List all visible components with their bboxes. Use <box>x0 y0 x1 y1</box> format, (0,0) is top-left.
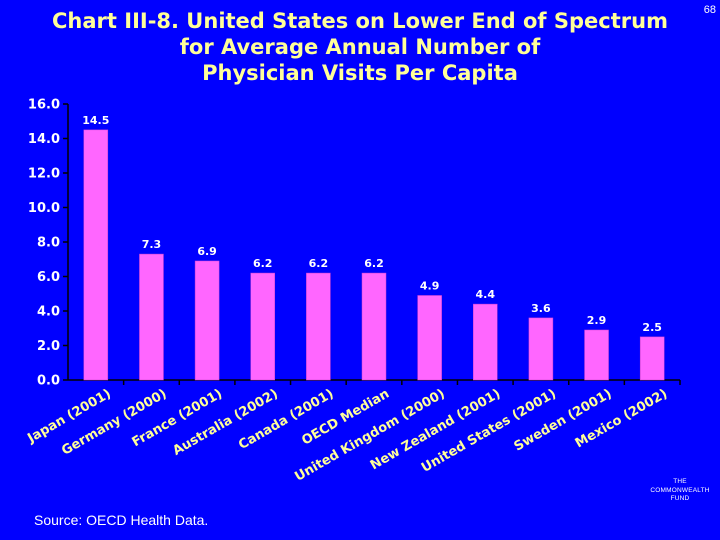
category-label: Canada (2001) <box>236 386 336 452</box>
y-tick-label: 14.0 <box>28 132 60 147</box>
chart-title-line-1: Chart III-8. United States on Lower End … <box>52 9 668 33</box>
y-tick-label: 12.0 <box>28 167 60 182</box>
data-label: 4.9 <box>420 279 440 292</box>
y-tick-label: 16.0 <box>28 98 60 113</box>
bar <box>417 295 442 381</box>
y-tick-label: 0.0 <box>37 374 60 389</box>
y-tick-label: 4.0 <box>37 305 60 320</box>
data-label: 2.5 <box>642 321 662 334</box>
bar <box>528 317 554 381</box>
commonwealth-fund-logo: THE COMMONWEALTH FUND <box>640 478 720 504</box>
y-tick-label: 6.0 <box>37 270 60 285</box>
bar <box>139 253 164 381</box>
category-label: Mexico (2002) <box>573 386 670 451</box>
data-label: 14.5 <box>82 114 109 127</box>
bar <box>250 272 275 381</box>
chart-title: Chart III-8. United States on Lower End … <box>0 8 720 86</box>
data-label: 6.2 <box>309 257 329 270</box>
y-tick-label: 10.0 <box>28 201 60 216</box>
data-label: 7.3 <box>142 238 162 251</box>
y-tick-label: 2.0 <box>37 339 60 354</box>
category-label: Germany (2000) <box>59 386 169 458</box>
bar <box>194 260 220 381</box>
category-label: Sweden (2001) <box>512 386 615 454</box>
data-label: 6.9 <box>197 245 217 258</box>
logo-line-2: COMMONWEALTH <box>650 486 710 494</box>
data-label: 2.9 <box>587 314 607 327</box>
chart-title-line-2: for Average Annual Number of <box>179 35 541 59</box>
bar <box>83 129 109 381</box>
data-label: 3.6 <box>531 302 551 315</box>
chart-title-line-3: Physician Visits Per Capita <box>202 61 518 85</box>
bar <box>361 272 387 381</box>
page-number: 68 <box>703 4 716 16</box>
bar <box>639 336 665 381</box>
bar <box>584 329 609 381</box>
y-tick-label: 8.0 <box>37 236 60 251</box>
bar <box>473 303 498 381</box>
category-label: Australia (2002) <box>170 386 280 458</box>
logo-line-3: FUND <box>670 495 690 502</box>
logo-line-1: THE <box>673 478 687 485</box>
data-label: 4.4 <box>476 288 496 301</box>
data-label: 6.2 <box>253 257 273 270</box>
bar <box>306 272 331 381</box>
source-note: Source: OECD Health Data. <box>34 512 209 528</box>
data-label: 6.2 <box>364 257 384 270</box>
